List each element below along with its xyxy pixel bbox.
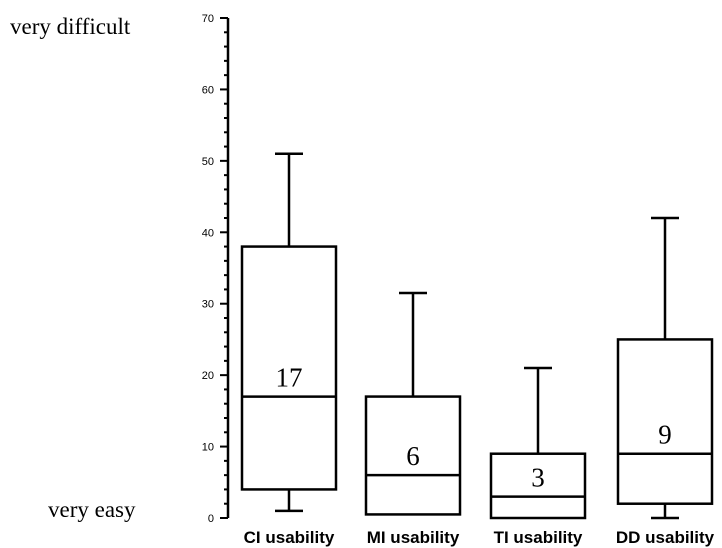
y-top-label: very difficult	[10, 14, 131, 39]
category-label: CI usability	[244, 528, 335, 547]
y-tick-label: 0	[208, 513, 214, 525]
category-labels-group: CI usability MI usability TI usability DD u…	[244, 528, 715, 547]
y-tick-label: 70	[202, 13, 214, 25]
median-value-label: 9	[658, 420, 672, 450]
category-label: MI usability	[367, 528, 460, 547]
category-label: TI usability	[494, 528, 583, 547]
y-tick-label: 30	[202, 299, 214, 311]
y-tick-label: 40	[202, 227, 214, 239]
boxes-group: 17 6 3 9	[240, 152, 714, 520]
box-2: 6	[364, 291, 462, 516]
median-value-label: 3	[531, 463, 545, 493]
box-3: 3	[489, 366, 587, 520]
y-axis-group: 0 10 20 30 40 50 60 70	[202, 13, 230, 525]
y-tick-label: 60	[202, 84, 214, 96]
box-1: 17	[240, 152, 338, 513]
iqr-box	[489, 452, 587, 520]
y-tick-label: 20	[202, 370, 214, 382]
median-value-label: 17	[276, 363, 303, 393]
category-label: DD usability	[616, 528, 715, 547]
y-bottom-label: very easy	[48, 497, 136, 522]
y-tick-label: 10	[202, 442, 214, 454]
iqr-box	[364, 395, 462, 516]
y-tick-label: 50	[202, 156, 214, 168]
box-4: 9	[616, 216, 714, 520]
median-value-label: 6	[406, 441, 420, 471]
